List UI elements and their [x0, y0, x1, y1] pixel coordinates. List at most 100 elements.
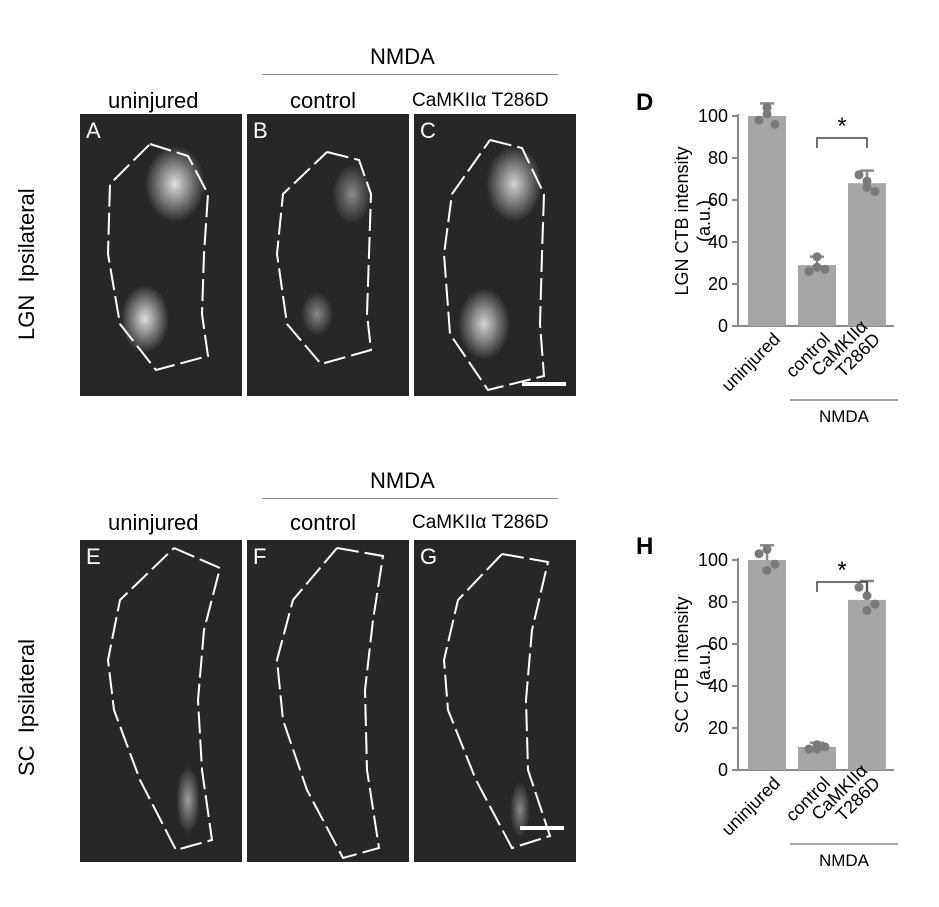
bottom-nmda-line	[262, 498, 558, 499]
chart-letter: D	[636, 89, 653, 116]
bar	[848, 599, 886, 770]
bar	[848, 183, 886, 326]
top-row-label: LGN Ipsilateral	[14, 188, 40, 340]
y-tick-label: 100	[698, 106, 728, 126]
top-col-header-uninjured: uninjured	[108, 88, 199, 113]
significance-marker: *	[837, 113, 846, 140]
data-point	[804, 744, 814, 754]
data-point	[770, 119, 780, 129]
micrograph-panel-a: A	[80, 114, 242, 396]
x-tick-label: uninjured	[718, 773, 785, 840]
chart-d: D LGN CTB intensity (a.u.) 0 20 40 60 80 100 * uni…	[620, 80, 920, 440]
panel-letter-c: C	[420, 118, 436, 143]
signal-patch	[121, 285, 169, 353]
bottom-col-header-uninjured: uninjured	[108, 510, 199, 535]
x-tick-label: uninjured	[718, 329, 785, 396]
bottom-nmda-label: NMDA	[370, 468, 435, 493]
top-row-label-side: Ipsilateral	[14, 188, 39, 283]
signal-patch	[176, 766, 200, 834]
top-col-header-camkii: CaMKIIα T286D	[412, 90, 549, 111]
data-point	[862, 176, 872, 186]
lgn-outline-uninjured	[106, 143, 210, 372]
y-tick-label: 80	[708, 592, 728, 612]
data-point	[854, 582, 864, 592]
top-row-label-region: LGN	[14, 294, 39, 340]
y-tick-label: 0	[718, 316, 728, 336]
group-label: NMDA	[819, 407, 870, 426]
bar	[798, 265, 836, 326]
data-point	[770, 559, 780, 569]
data-point	[820, 264, 830, 274]
data-point	[870, 599, 880, 609]
data-point	[862, 182, 872, 192]
y-tick-label: 40	[708, 232, 728, 252]
signal-patch	[301, 292, 333, 336]
data-point	[754, 115, 764, 125]
micrograph-panel-f: F	[247, 540, 409, 862]
y-tick-label: 20	[708, 718, 728, 738]
bottom-col-header-camkii: CaMKIIα T286D	[412, 512, 549, 533]
data-point	[862, 591, 872, 601]
chart-h: H SC CTB intensity (a.u.) 0 20 40 60 80 100 * unin…	[620, 524, 920, 894]
micrograph-panel-e: E	[80, 540, 242, 862]
bottom-row-label-region: SC	[14, 745, 39, 776]
bottom-col-header-control: control	[290, 510, 357, 535]
data-point	[762, 109, 772, 119]
micrograph-panel-c: C	[414, 114, 576, 396]
y-tick-label: 60	[708, 634, 728, 654]
top-col-header-control: control	[290, 88, 357, 113]
panel-letter-a: A	[86, 118, 101, 143]
lgn-outline-camkii	[442, 139, 546, 392]
panel-letter-g: G	[420, 544, 438, 569]
data-point	[804, 266, 814, 276]
top-nmda-line	[262, 74, 558, 75]
y-axis-title-line2: (a.u.)	[694, 200, 714, 242]
bottom-row-label: SC Ipsilateral	[14, 639, 40, 776]
data-point	[762, 545, 772, 554]
signal-patch	[332, 164, 372, 224]
group-label: NMDA	[819, 851, 870, 870]
data-point	[812, 252, 822, 262]
chart-h-svg: H SC CTB intensity (a.u.) 0 20 40 60 80 100 * unin…	[636, 533, 898, 870]
data-point	[854, 170, 864, 180]
top-nmda-label: NMDA	[370, 44, 435, 69]
y-tick-label: 40	[708, 676, 728, 696]
y-tick-label: 100	[698, 550, 728, 570]
bar	[748, 116, 786, 326]
x-tick-label-line: uninjured	[718, 329, 785, 396]
y-tick-label: 80	[708, 148, 728, 168]
data-point	[870, 187, 880, 197]
y-axis-title-line1: LGN CTB intensity	[672, 146, 692, 295]
data-point	[762, 103, 772, 113]
y-tick-label: 0	[718, 760, 728, 780]
data-point	[820, 742, 830, 752]
y-axis-title-line2: (a.u.)	[694, 644, 714, 686]
data-point	[862, 605, 872, 615]
bottom-row-label-side: Ipsilateral	[14, 639, 39, 734]
sc-outline-camkii	[442, 553, 552, 850]
data-point	[762, 566, 772, 575]
scale-bar	[522, 382, 566, 386]
chart-d-svg: D LGN CTB intensity (a.u.) 0 20 40 60 80 100 * uni…	[636, 89, 898, 426]
micrograph-panel-b: B	[247, 114, 409, 396]
y-tick-label: 20	[708, 274, 728, 294]
y-axis-title: LGN CTB intensity (a.u.)	[672, 146, 714, 295]
signal-patch	[458, 288, 510, 360]
sc-outline-uninjured	[106, 547, 222, 852]
micrograph-panel-g: G	[414, 540, 576, 862]
scale-bar	[520, 826, 564, 830]
y-axis-title-line1: SC CTB intensity	[672, 596, 692, 733]
significance-bracket	[816, 137, 868, 148]
chart-letter: H	[636, 533, 653, 560]
bar	[748, 560, 786, 770]
data-point	[754, 549, 764, 559]
y-tick-label: 60	[708, 190, 728, 210]
y-axis-title: SC CTB intensity (a.u.)	[672, 596, 714, 733]
data-point	[812, 262, 822, 272]
panel-letter-e: E	[86, 544, 101, 569]
significance-marker: *	[837, 557, 846, 584]
signal-patch	[486, 146, 542, 222]
lgn-outline-control	[275, 151, 373, 366]
